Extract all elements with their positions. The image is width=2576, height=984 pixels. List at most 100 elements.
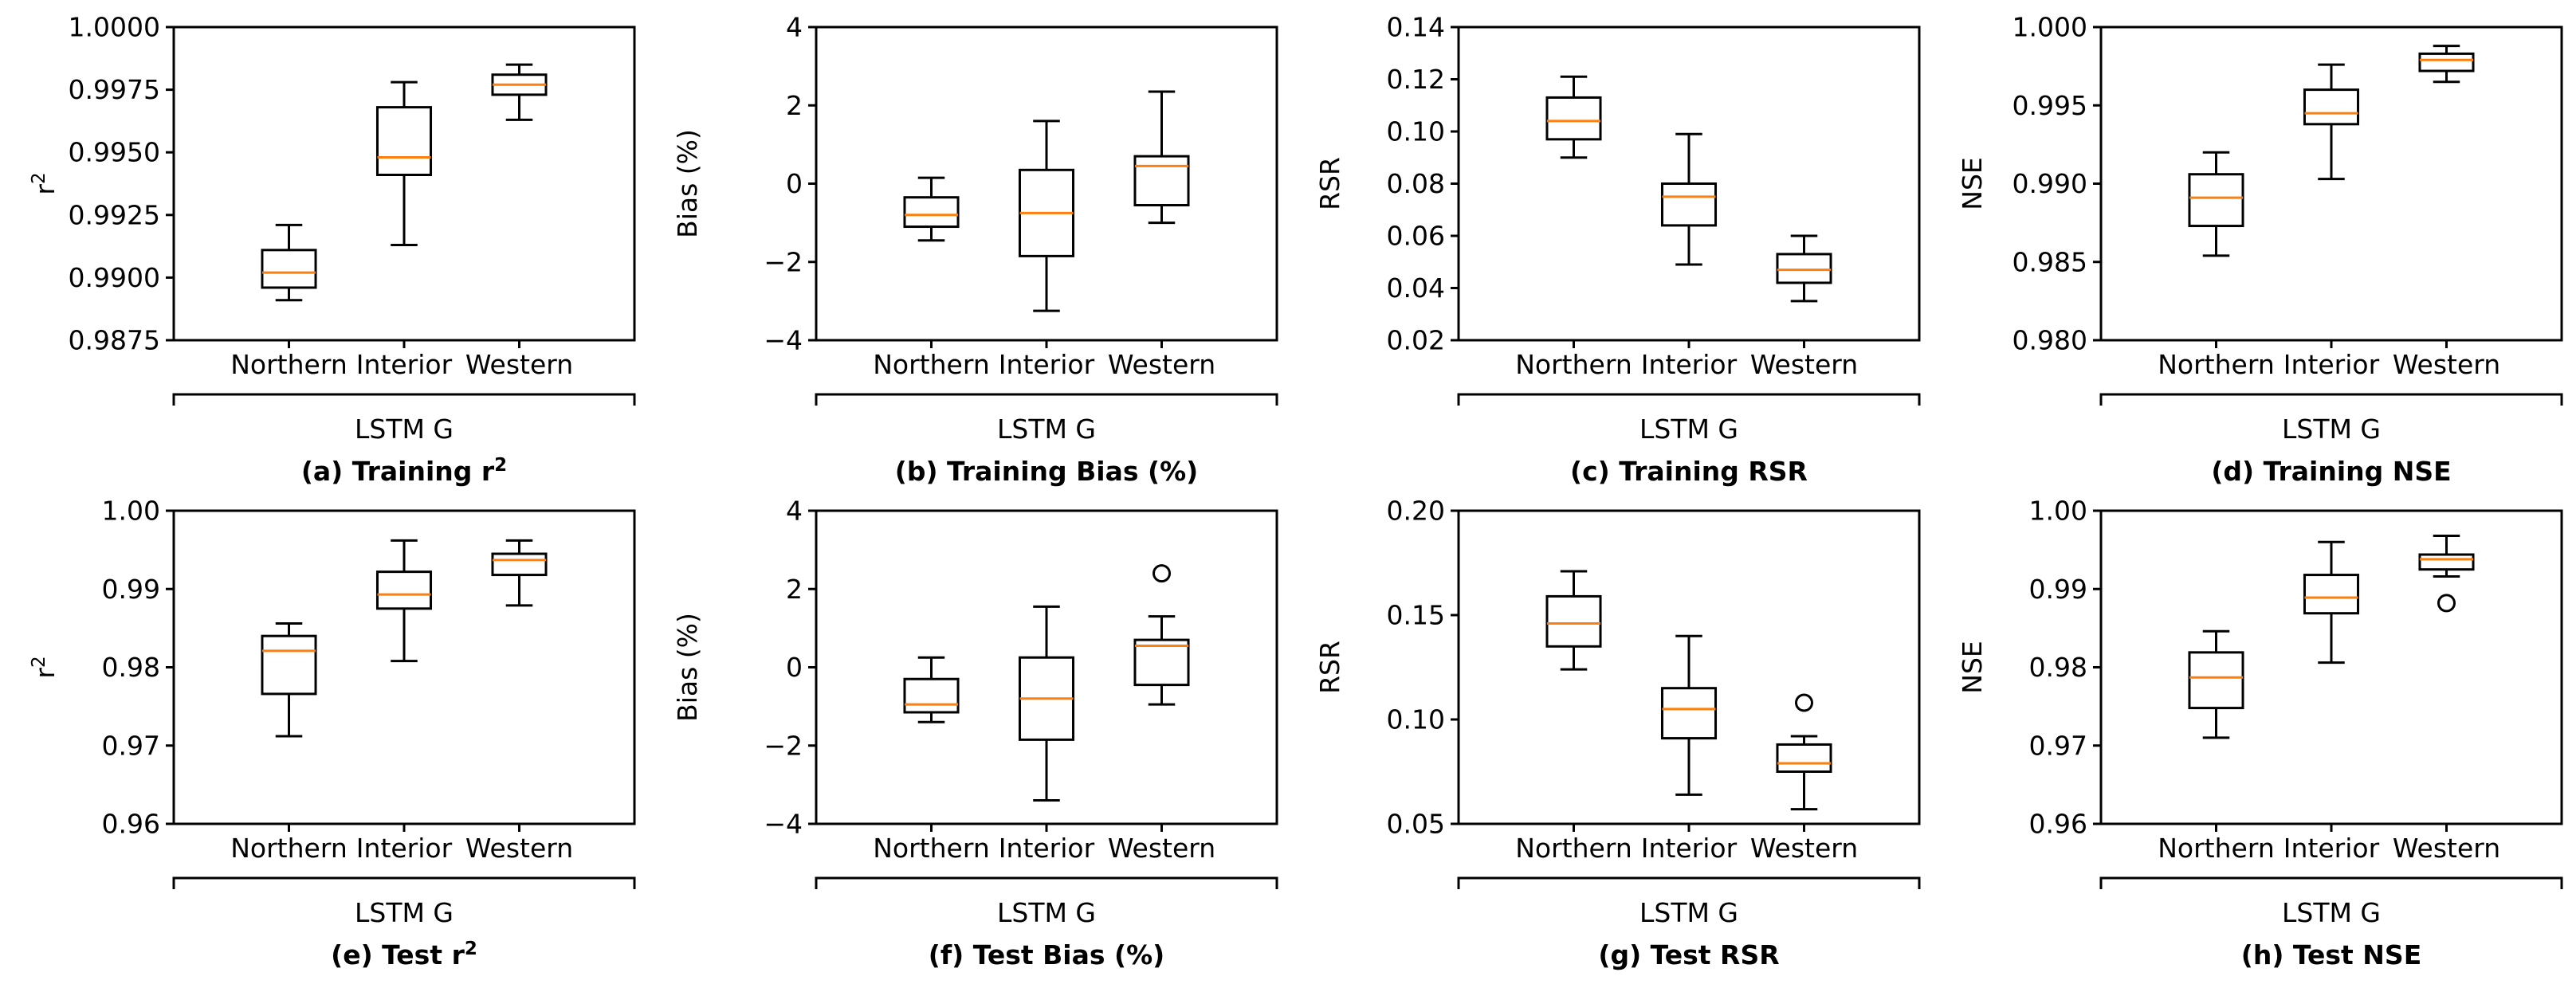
iqr-box bbox=[1133, 155, 1190, 207]
y-tick-label: 0.98 bbox=[2029, 652, 2087, 683]
chart-panel-f: −4 −2 0 2 4 Bias (%) Northern Interior Western LS… bbox=[672, 496, 1278, 970]
group-bracket bbox=[2099, 876, 2563, 889]
y-tick-label: 0.99 bbox=[2029, 574, 2087, 605]
panel-caption: (f) Test Bias (%) bbox=[929, 939, 1165, 970]
x-tick-label: Interior bbox=[356, 349, 453, 380]
panel-caption: (h) Test NSE bbox=[2241, 939, 2422, 970]
y-tick-label: 0.15 bbox=[1387, 600, 1445, 631]
group-bracket bbox=[172, 393, 636, 406]
iqr-box bbox=[1660, 687, 1718, 740]
y-tick-label: 0.97 bbox=[102, 730, 160, 761]
box-western bbox=[1776, 693, 1832, 811]
group-bracket bbox=[1457, 876, 1921, 889]
y-tick-label: 0.02 bbox=[1387, 325, 1445, 356]
chart-panel-b: −4 −2 0 2 4 Bias (%) Northern Interior Western LS… bbox=[672, 12, 1278, 487]
x-tick-label: Western bbox=[1750, 349, 1858, 380]
box-interior bbox=[1660, 132, 1718, 266]
iqr-box bbox=[375, 570, 433, 610]
box-northern bbox=[1545, 75, 1602, 159]
iqr-box bbox=[261, 249, 317, 289]
x-tick-label: Northern bbox=[230, 349, 348, 380]
iqr-box bbox=[261, 634, 317, 696]
y-axis-label: r2 bbox=[29, 656, 61, 678]
iqr-box bbox=[2303, 574, 2360, 615]
x-tick-label: Interior bbox=[1641, 833, 1738, 864]
box-western bbox=[491, 63, 548, 121]
y-tick-label: 0.97 bbox=[2029, 730, 2087, 761]
box-northern bbox=[261, 223, 317, 302]
box-northern bbox=[1545, 570, 1602, 671]
iqr-box bbox=[375, 106, 433, 176]
iqr-box bbox=[491, 552, 548, 577]
group-label: LSTM G bbox=[355, 414, 454, 445]
iqr-box bbox=[2303, 88, 2360, 126]
group-bracket bbox=[2099, 393, 2563, 406]
outlier-point bbox=[1153, 564, 1171, 583]
x-tick-label: Northern bbox=[2158, 349, 2275, 380]
y-axis-label: NSE bbox=[1957, 641, 1988, 693]
panel-caption: (c) Training RSR bbox=[1570, 456, 1808, 487]
box-northern bbox=[2188, 629, 2244, 739]
y-tick-label: 0.9925 bbox=[69, 199, 160, 230]
group-label: LSTM G bbox=[1639, 897, 1738, 928]
box-interior bbox=[2303, 63, 2360, 181]
box-interior bbox=[375, 539, 433, 663]
y-tick-label: 2 bbox=[786, 90, 803, 121]
x-tick-label: Western bbox=[1108, 833, 1215, 864]
y-tick-label: 0.05 bbox=[1387, 809, 1445, 840]
y-tick-label: 0.9900 bbox=[69, 262, 160, 293]
y-tick-label: 0.995 bbox=[2012, 90, 2087, 121]
x-tick-label: Northern bbox=[873, 833, 990, 864]
chart-panel-a: 0.9875 0.9900 0.9925 0.9950 0.9975 1.0000 r2 No… bbox=[29, 12, 636, 487]
y-tick-label: 4 bbox=[786, 12, 803, 43]
y-tick-label: 1.00 bbox=[2029, 496, 2087, 527]
y-axis-label: RSR bbox=[1314, 641, 1345, 694]
y-tick-label: 0.99 bbox=[102, 574, 160, 605]
y-axis-label: RSR bbox=[1314, 157, 1345, 210]
iqr-box bbox=[1545, 594, 1602, 648]
y-tick-label: 0.9950 bbox=[69, 137, 160, 168]
x-tick-label: Interior bbox=[2283, 833, 2380, 864]
iqr-box bbox=[2188, 651, 2244, 710]
y-tick-label: −4 bbox=[764, 325, 803, 356]
group-label: LSTM G bbox=[355, 897, 454, 928]
chart-panel-e: 0.96 0.97 0.98 0.99 1.00 r2 Northern Interior We… bbox=[29, 496, 636, 970]
group-bracket bbox=[172, 876, 636, 889]
y-tick-label: −4 bbox=[764, 809, 803, 840]
group-label: LSTM G bbox=[997, 414, 1096, 445]
box-western bbox=[2418, 45, 2475, 84]
axes-frame bbox=[815, 25, 1278, 342]
y-tick-label: 0.98 bbox=[102, 652, 160, 683]
y-axis-label: r2 bbox=[29, 172, 61, 194]
iqr-box bbox=[1776, 253, 1832, 284]
iqr-box bbox=[1660, 182, 1718, 227]
y-axis-label: Bias (%) bbox=[672, 613, 703, 722]
y-tick-label: 0.980 bbox=[2012, 325, 2087, 356]
y-tick-label: 0.990 bbox=[2012, 168, 2087, 199]
group-label: LSTM G bbox=[2282, 897, 2381, 928]
outlier-point bbox=[1795, 693, 1813, 712]
chart-panel-h: 0.96 0.97 0.98 0.99 1.00 NSE Northern Interior W… bbox=[1957, 496, 2563, 970]
y-tick-label: 0.06 bbox=[1387, 221, 1445, 252]
chart-panel-c: 0.02 0.04 0.06 0.08 0.10 0.12 0.14 RSR Northern I… bbox=[1314, 12, 1921, 487]
y-tick-label: 4 bbox=[786, 496, 803, 527]
chart-panel-d: 0.980 0.985 0.990 0.995 1.000 NSE Northern Inte… bbox=[1957, 12, 2563, 487]
box-interior bbox=[2303, 540, 2360, 664]
y-tick-label: −2 bbox=[764, 246, 803, 277]
y-tick-label: 0.9875 bbox=[69, 325, 160, 356]
y-tick-label: 0.20 bbox=[1387, 496, 1445, 527]
chart-panel-g: 0.05 0.10 0.15 0.20 RSR Northern Interior Weste… bbox=[1314, 496, 1921, 970]
group-label: LSTM G bbox=[997, 897, 1096, 928]
y-tick-label: 0.04 bbox=[1387, 272, 1445, 304]
box-interior bbox=[375, 80, 433, 247]
group-bracket bbox=[815, 876, 1278, 889]
group-label: LSTM G bbox=[1639, 414, 1738, 445]
box-northern bbox=[903, 656, 960, 723]
iqr-box bbox=[2188, 173, 2244, 228]
axes-frame bbox=[2099, 509, 2563, 825]
y-tick-label: 0 bbox=[786, 652, 803, 683]
axes-frame bbox=[172, 25, 636, 342]
y-tick-label: 1.000 bbox=[2012, 12, 2087, 43]
x-tick-label: Western bbox=[2393, 833, 2500, 864]
